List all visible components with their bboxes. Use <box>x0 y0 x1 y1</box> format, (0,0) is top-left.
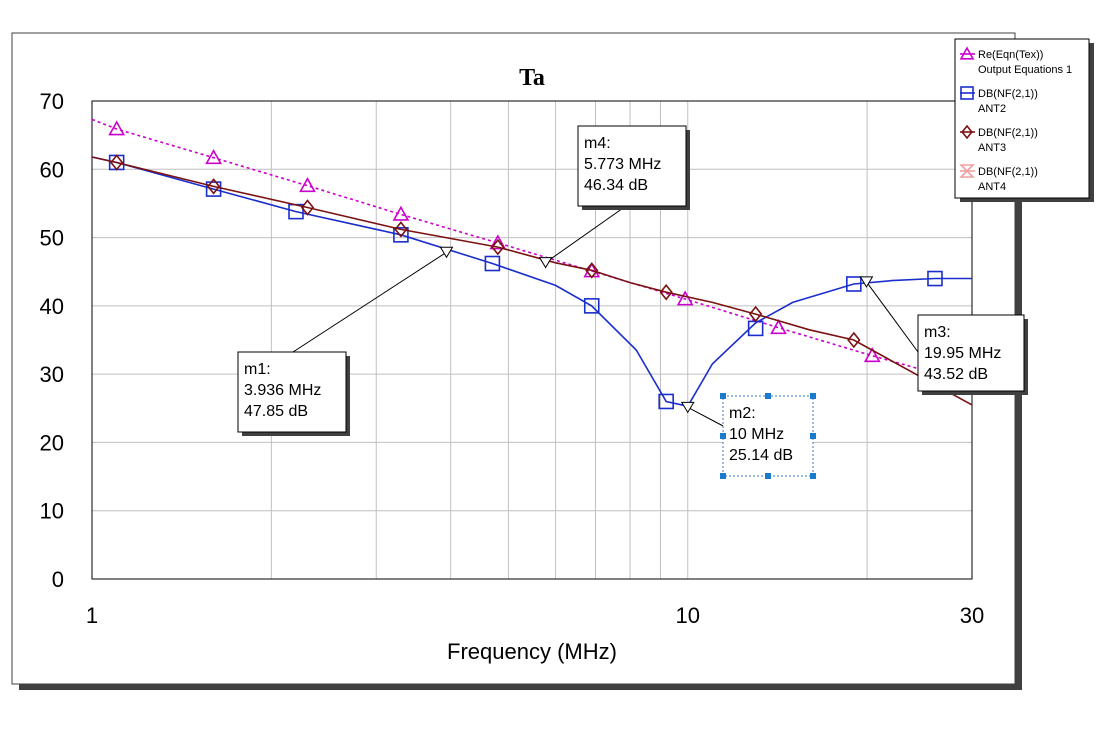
series-2-marker <box>491 238 505 256</box>
marker-label-m3: 19.95 MHz <box>924 345 1001 362</box>
y-tick-label: 50 <box>40 226 64 251</box>
series-2-marker <box>659 283 673 301</box>
series-1-marker <box>583 298 600 314</box>
y-tick-label: 30 <box>40 362 64 387</box>
selection-handle[interactable] <box>720 433 726 439</box>
x-tick-label: 10 <box>676 603 700 628</box>
selection-handle[interactable] <box>720 393 726 399</box>
marker-label-m4: m4: <box>584 135 611 152</box>
marker-box-m2[interactable] <box>722 395 814 477</box>
series-0-marker <box>676 290 694 306</box>
y-tick-label: 40 <box>40 294 64 319</box>
series-0-marker <box>770 319 787 335</box>
selection-handle[interactable] <box>810 433 816 439</box>
marker-leader-m4 <box>545 205 627 263</box>
legend[interactable]: Re(Eqn(Tex)) Output Equations 1 DB(NF(2,1)… <box>954 38 1094 202</box>
series-0-marker <box>489 234 507 250</box>
legend-label-0: Re(Eqn(Tex)) <box>978 49 1043 61</box>
marker-label-m3: 43.52 dB <box>924 366 988 383</box>
marker-label-m2: 10 MHz <box>729 426 784 443</box>
y-tick-label: 20 <box>40 430 64 455</box>
chart-frame <box>11 32 1016 685</box>
marker-leader-m2 <box>687 406 726 428</box>
y-tick-label: 10 <box>40 499 64 524</box>
legend-marker-1 <box>960 86 974 100</box>
marker-leader-m3 <box>866 281 919 353</box>
legend-box <box>954 38 1090 199</box>
selection-handle[interactable] <box>810 393 816 399</box>
legend-sublabel-2: ANT3 <box>978 142 1006 154</box>
marker-leader-m1 <box>292 251 447 353</box>
marker-label-m4: 5.773 MHz <box>584 156 661 173</box>
legend-sublabel-0: Output Equations 1 <box>978 64 1072 76</box>
axis-tick-labels: 0 10 20 30 40 50 60 70 1 10 30 <box>40 89 985 628</box>
legend-label-2: DB(NF(2,1)) <box>978 127 1038 139</box>
series-layer <box>91 118 973 410</box>
marker-label-m4: 46.34 dB <box>584 177 648 194</box>
legend-marker-0 <box>959 46 975 60</box>
selection-handle[interactable] <box>720 473 726 479</box>
marker-label-m3: m3: <box>924 324 951 341</box>
marker-label-m1: 47.85 dB <box>244 403 308 420</box>
series-1-marker <box>205 181 222 197</box>
x-tick-label: 30 <box>960 603 984 628</box>
y-tick-label: 70 <box>40 89 64 114</box>
legend-marker-2 <box>961 124 973 140</box>
series-line-0 <box>91 118 973 385</box>
marker-label-m2: 25.14 dB <box>729 447 793 464</box>
selection-handle[interactable] <box>810 473 816 479</box>
series-2-marker <box>300 199 315 216</box>
series-0-marker <box>392 205 410 221</box>
selection-handle[interactable] <box>765 473 771 479</box>
marker-label-m2: m2: <box>729 405 756 422</box>
series-1-marker <box>658 393 674 410</box>
series-1-marker <box>846 276 862 292</box>
legend-sublabel-3: ANT4 <box>978 181 1006 193</box>
y-tick-label: 0 <box>52 567 64 592</box>
legend-marker-3 <box>959 164 975 178</box>
marker-point-m4 <box>538 257 553 269</box>
marker-point-m2 <box>680 401 695 414</box>
series-1-marker <box>927 270 943 287</box>
series-2-marker <box>110 154 124 171</box>
y-tick-label: 60 <box>40 157 64 182</box>
series-0-marker <box>863 347 881 363</box>
marker-box-m4[interactable] <box>577 125 687 207</box>
series-0-marker <box>108 120 126 136</box>
series-line-2 <box>91 156 973 406</box>
marker-point-m3 <box>859 276 874 288</box>
marker-point-m1 <box>439 246 454 259</box>
chart-title: Ta <box>519 65 545 91</box>
series-2-marker <box>585 262 599 279</box>
series-0-marker <box>299 177 316 193</box>
series-1-marker <box>393 227 409 243</box>
series-2-marker <box>847 331 861 349</box>
series-1-marker <box>484 255 501 272</box>
legend-sublabel-1: ANT2 <box>978 103 1006 115</box>
legend-label-1: DB(NF(2,1)) <box>978 88 1038 100</box>
series-2-marker <box>206 178 221 195</box>
selection-handle[interactable] <box>765 393 771 399</box>
series-2-marker <box>749 305 763 323</box>
legend-label-3: DB(NF(2,1)) <box>978 166 1038 178</box>
x-tick-label: 1 <box>86 603 98 628</box>
series-0-marker <box>205 149 222 165</box>
series-2-marker <box>394 221 408 238</box>
marker-label-m1: 3.936 MHz <box>244 382 321 399</box>
marker-box-m3[interactable] <box>917 314 1025 392</box>
marker-layer[interactable]: m1: 3.936 MHz 47.85 dB m4: 5.773 MHz 46.34 dB… <box>237 125 1028 479</box>
x-axis-title: Frequency (MHz) <box>447 639 617 664</box>
marker-box-m1[interactable] <box>237 351 347 433</box>
marker-label-m1: m1: <box>244 361 271 378</box>
